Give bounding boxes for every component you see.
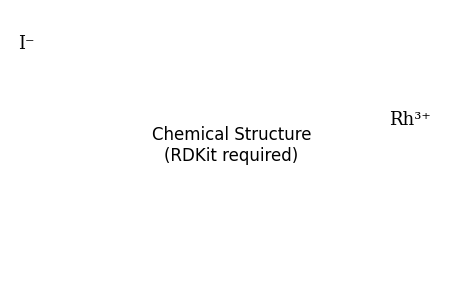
Text: I⁻: I⁻: [19, 35, 35, 53]
Text: Rh³⁺: Rh³⁺: [389, 111, 431, 129]
Text: Chemical Structure
(RDKit required): Chemical Structure (RDKit required): [152, 126, 311, 165]
